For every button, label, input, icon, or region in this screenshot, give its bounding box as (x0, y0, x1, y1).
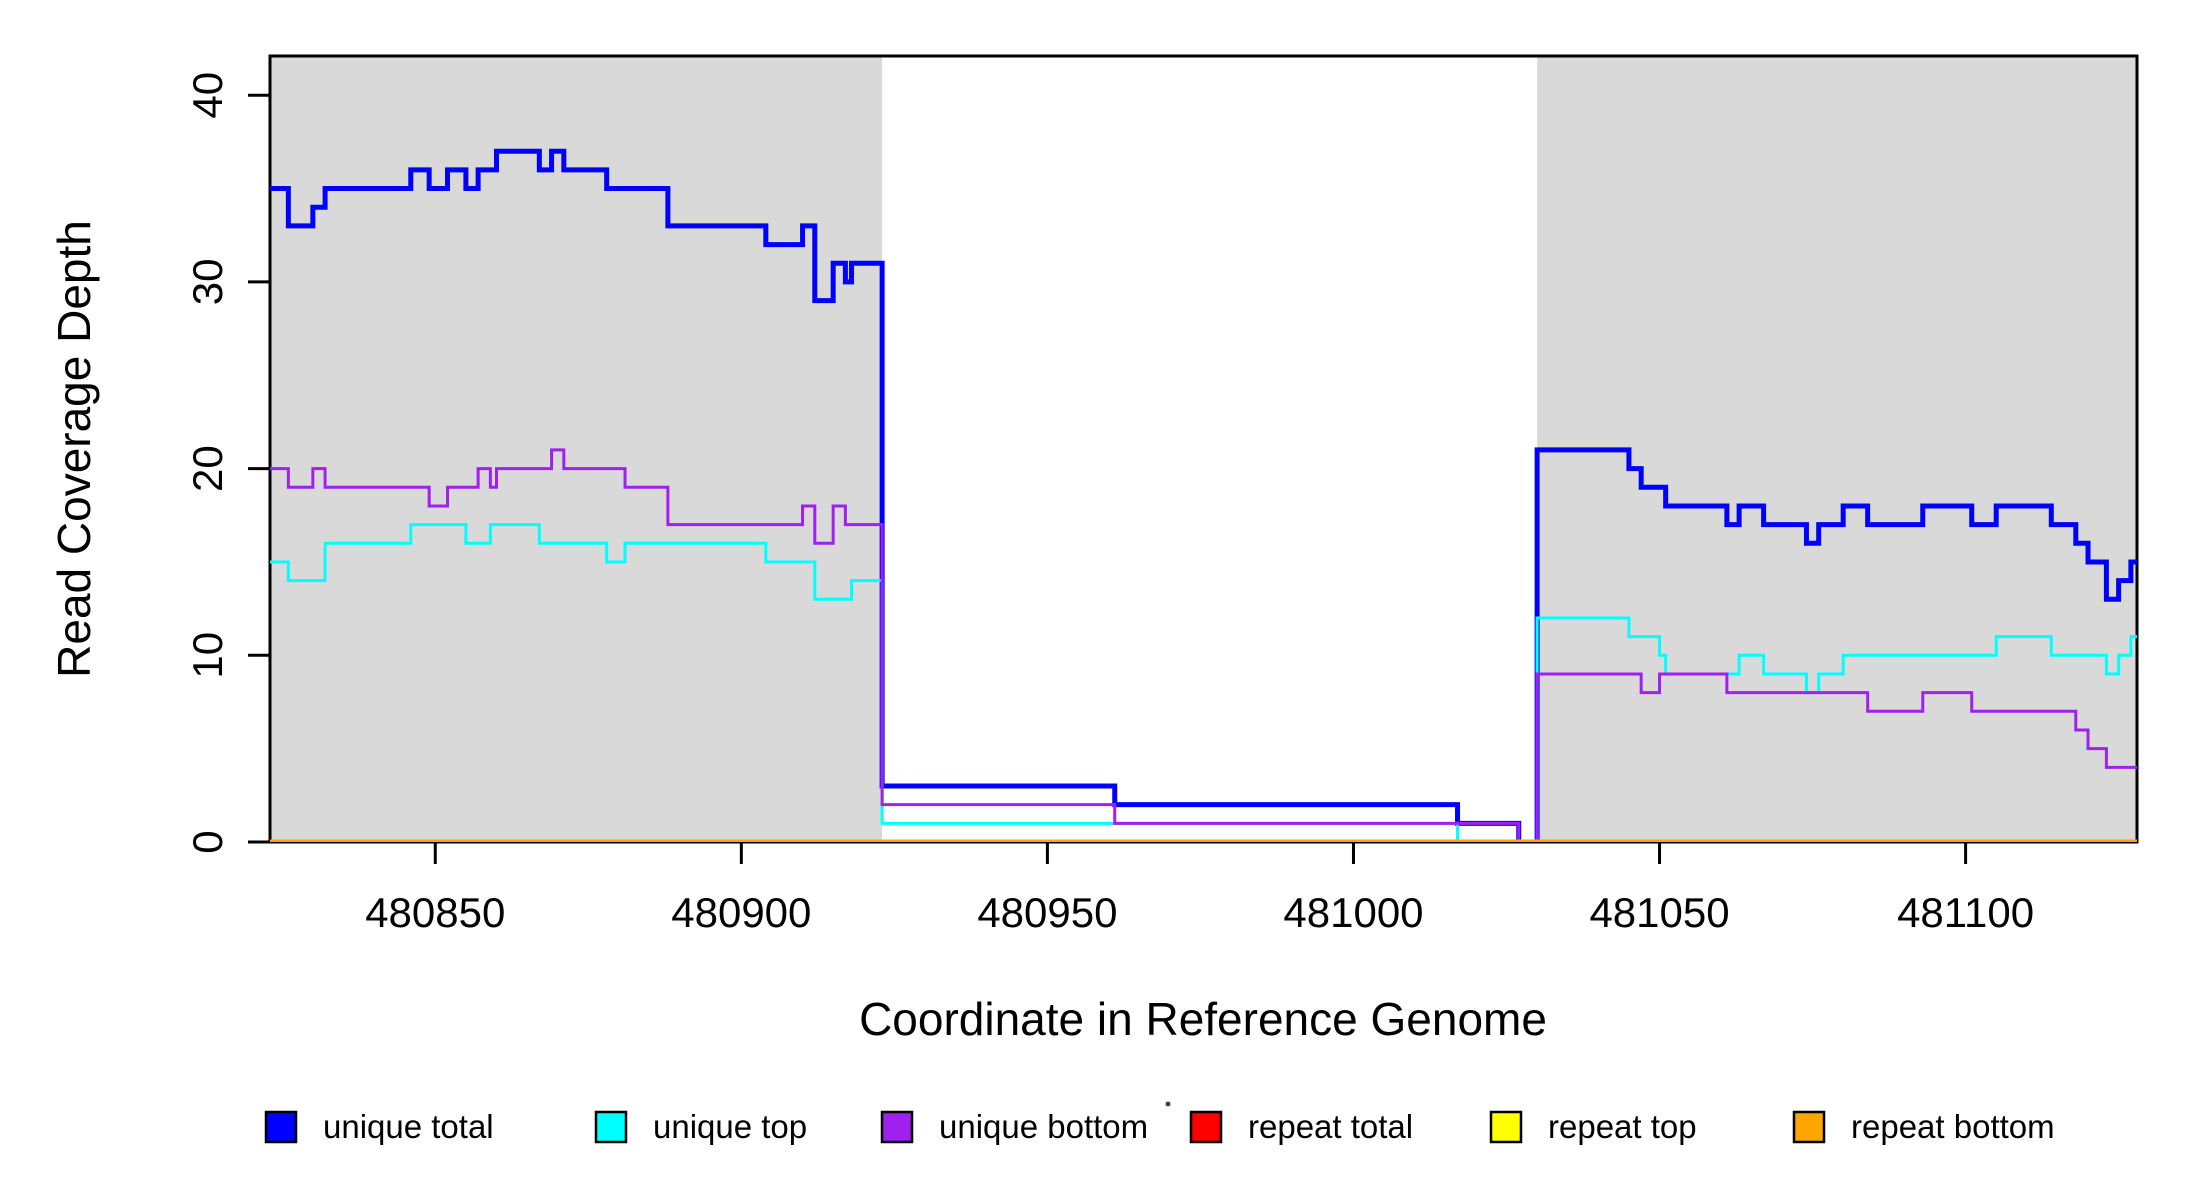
y-tick-label: 40 (184, 72, 231, 119)
x-tick-label: 480950 (977, 889, 1117, 936)
series-unique-total (270, 148, 2137, 842)
legend-item: repeat total (1189, 1108, 1413, 1145)
y-tick-label: 20 (184, 445, 231, 492)
x-axis: 480850 480900 480950 481000 481050 481100 (365, 842, 2034, 936)
shaded-region (270, 56, 883, 842)
x-tick-label: 480850 (365, 889, 505, 936)
x-tick-label: 480900 (671, 889, 811, 936)
legend-swatch-unique-bottom (880, 1110, 914, 1144)
legend-label: unique total (323, 1108, 494, 1145)
legend-label: repeat top (1548, 1108, 1697, 1145)
y-tick-label: 10 (184, 632, 231, 679)
legend-swatch-repeat-top (1489, 1110, 1523, 1144)
y-tick-label: 0 (184, 830, 231, 853)
y-axis: 0 10 20 30 40 (184, 72, 270, 854)
legend-item: unique total (264, 1108, 494, 1145)
stray-dot (1165, 1101, 1171, 1107)
legend-swatch-unique-total (264, 1110, 298, 1144)
series-unique-bottom (270, 448, 2137, 842)
shaded-regions (270, 56, 2137, 842)
legend-item: unique top (594, 1108, 807, 1145)
y-axis-title: Read Coverage Depth (48, 220, 100, 678)
series-lines (270, 148, 2137, 842)
x-tick-label: 481100 (1897, 889, 2034, 936)
legend-item: repeat top (1489, 1108, 1697, 1145)
legend-label: unique bottom (939, 1108, 1148, 1145)
legend-label: unique top (653, 1108, 807, 1145)
x-tick-label: 481000 (1283, 889, 1423, 936)
legend-swatch-repeat-bottom (1792, 1110, 1826, 1144)
x-tick-label: 481050 (1589, 889, 1729, 936)
y-tick-label: 30 (184, 259, 231, 306)
legend-label: repeat total (1248, 1108, 1413, 1145)
legend: unique total unique top unique bottom repea… (264, 1108, 2055, 1145)
legend-label: repeat bottom (1851, 1108, 2055, 1145)
legend-swatch-unique-top (594, 1110, 628, 1144)
legend-swatch-repeat-total (1189, 1110, 1223, 1144)
legend-item: unique bottom (880, 1108, 1148, 1145)
x-axis-title: Coordinate in Reference Genome (859, 993, 1547, 1045)
legend-item: repeat bottom (1792, 1108, 2055, 1145)
